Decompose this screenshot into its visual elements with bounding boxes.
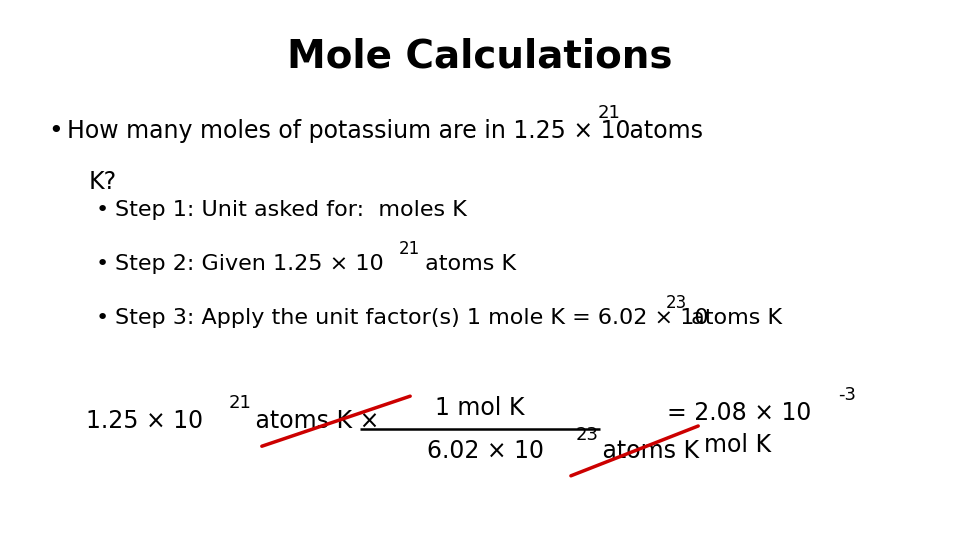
Text: •: • [96,308,109,328]
Text: mol K: mol K [704,434,771,457]
Text: K?: K? [88,170,116,194]
Text: 1.25 × 10: 1.25 × 10 [86,409,204,433]
Text: 21: 21 [598,104,621,122]
Text: atoms K: atoms K [418,254,516,274]
Text: •: • [48,119,62,143]
Text: •: • [96,200,109,220]
Text: Step 2: Given 1.25 × 10: Step 2: Given 1.25 × 10 [115,254,384,274]
Text: -3: -3 [838,386,856,404]
Text: Mole Calculations: Mole Calculations [287,38,673,76]
Text: 21: 21 [398,240,420,258]
Text: 21: 21 [228,394,252,412]
Text: Step 1: Unit asked for:  moles K: Step 1: Unit asked for: moles K [115,200,468,220]
Text: 23: 23 [665,294,686,312]
Text: = 2.08 × 10: = 2.08 × 10 [667,401,811,425]
Text: How many moles of potassium are in 1.25 × 10: How many moles of potassium are in 1.25 … [67,119,631,143]
Text: 6.02 × 10: 6.02 × 10 [427,439,544,463]
Text: atoms: atoms [622,119,703,143]
Text: atoms K: atoms K [684,308,782,328]
Text: Step 3: Apply the unit factor(s) 1 mole K = 6.02 × 10: Step 3: Apply the unit factor(s) 1 mole … [115,308,708,328]
Text: atoms K ×: atoms K × [248,409,379,433]
Text: atoms K: atoms K [595,439,699,463]
Text: 1 mol K: 1 mol K [435,396,525,420]
Text: 23: 23 [576,426,599,444]
Text: •: • [96,254,109,274]
